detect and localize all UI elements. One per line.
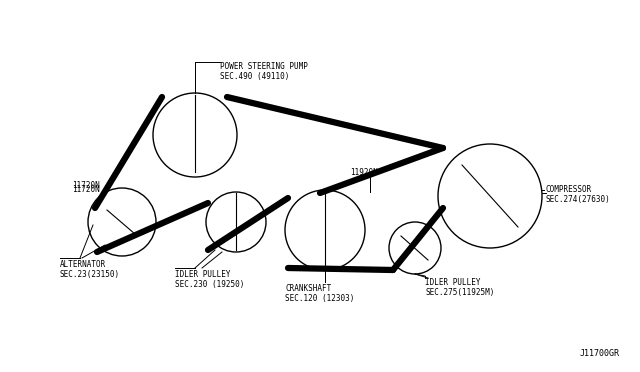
Text: IDLER PULLEY: IDLER PULLEY <box>425 278 481 287</box>
Text: SEC.275(11925M): SEC.275(11925M) <box>425 288 494 297</box>
Text: 11720N: 11720N <box>72 180 100 189</box>
Text: J11700GR: J11700GR <box>580 349 620 358</box>
Text: SEC.490 (49110): SEC.490 (49110) <box>220 72 289 81</box>
Text: CRANKSHAFT: CRANKSHAFT <box>285 284 332 293</box>
Text: 11920N: 11920N <box>350 168 378 177</box>
Text: SEC.23(23150): SEC.23(23150) <box>60 270 120 279</box>
Text: ALTERNATOR: ALTERNATOR <box>60 260 106 269</box>
Text: COMPRESSOR: COMPRESSOR <box>546 185 592 194</box>
Text: SEC.230 (19250): SEC.230 (19250) <box>175 280 244 289</box>
Text: IDLER PULLEY: IDLER PULLEY <box>175 270 230 279</box>
Text: SEC.274(27630): SEC.274(27630) <box>546 195 611 204</box>
Text: 11720N: 11720N <box>72 185 100 194</box>
Text: POWER STEERING PUMP: POWER STEERING PUMP <box>220 62 308 71</box>
Text: SEC.120 (12303): SEC.120 (12303) <box>285 294 355 303</box>
